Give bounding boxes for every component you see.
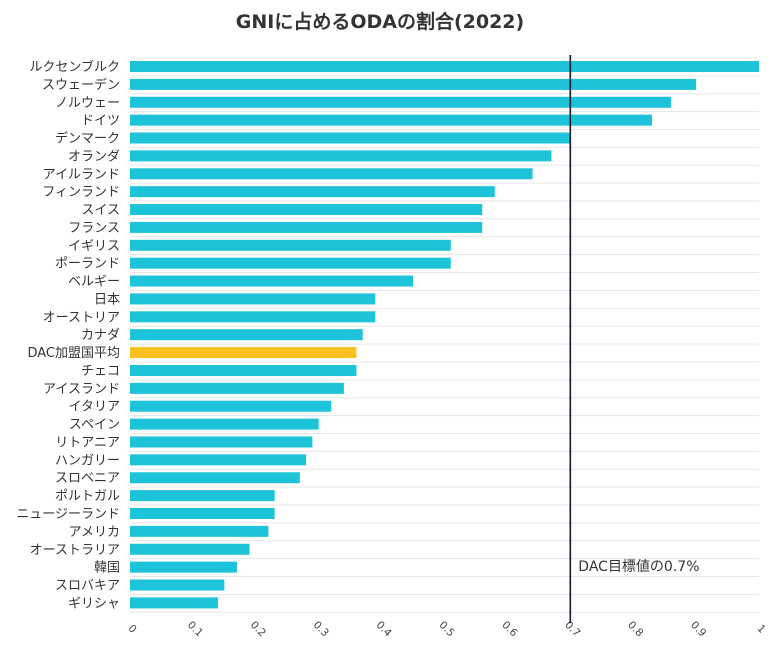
bar-1 <box>130 61 759 72</box>
x-tick-label: 0.7 <box>562 619 582 639</box>
category-label: チェコ <box>81 364 120 379</box>
bar-15 <box>130 311 376 323</box>
bar-20 <box>130 400 332 412</box>
bar-12 <box>130 257 451 269</box>
bar-25 <box>130 490 275 502</box>
bar-13 <box>130 275 414 287</box>
bar-14 <box>130 293 376 305</box>
bar-31 <box>130 597 219 609</box>
category-label: DAC加盟国平均 <box>27 346 120 361</box>
x-tick-label: 0.3 <box>311 619 331 639</box>
bar-18 <box>130 364 357 376</box>
category-label: 日本 <box>94 292 120 307</box>
x-tick-label: 0.6 <box>499 619 520 640</box>
x-tick-label: 0.4 <box>374 619 395 640</box>
bar-9 <box>130 204 483 216</box>
bar-16 <box>130 329 363 341</box>
bar-5 <box>130 132 571 144</box>
x-tick-label: 0.8 <box>625 619 645 639</box>
category-label: イタリア <box>69 400 120 415</box>
category-label: フィンランド <box>42 185 120 200</box>
bar-6 <box>130 150 552 162</box>
bar-29 <box>130 561 237 573</box>
category-label: アイルランド <box>43 167 120 182</box>
x-tick-label: 0.2 <box>248 619 268 639</box>
x-tick-label: 0.9 <box>688 619 708 639</box>
bar-21 <box>130 418 319 430</box>
category-label: オランダ <box>68 149 120 164</box>
category-label: ポルトガル <box>55 489 120 504</box>
category-labels: ルクセンブルクスウェーデンノルウェードイツデンマークオランダアイルランドフィンラ… <box>16 59 120 611</box>
reference-line-label: DAC目標値の0.7% <box>578 559 699 575</box>
category-label: アメリカ <box>69 525 120 540</box>
bar-19 <box>130 382 344 394</box>
category-label: イギリス <box>68 239 120 254</box>
gridlines <box>130 57 759 613</box>
bar-17 <box>130 347 357 359</box>
category-label: ルクセンブルク <box>29 59 120 75</box>
bar-26 <box>130 508 275 519</box>
category-label: ハンガリー <box>55 453 120 468</box>
category-label: スペイン <box>69 418 120 433</box>
bars <box>130 61 759 609</box>
bar-2 <box>130 78 697 90</box>
category-label: フランス <box>68 221 120 236</box>
category-label: オーストリア <box>43 310 120 325</box>
category-label: アイスランド <box>43 382 120 397</box>
category-label: ニュージーランド <box>16 507 120 522</box>
category-label: リトアニア <box>55 435 120 450</box>
bar-27 <box>130 525 269 537</box>
x-tick-label: 1 <box>755 623 768 636</box>
reference-line-group: DAC目標値の0.7% <box>569 55 700 624</box>
bar-3 <box>130 96 671 108</box>
bar-30 <box>130 579 225 591</box>
bar-11 <box>130 239 451 251</box>
category-label: ギリシャ <box>68 596 120 611</box>
category-label: 韓国 <box>94 561 120 576</box>
category-label: ドイツ <box>81 114 120 129</box>
bar-7 <box>130 168 533 180</box>
category-label: カナダ <box>81 328 120 343</box>
bar-23 <box>130 454 307 466</box>
bar-8 <box>130 186 495 198</box>
bar-4 <box>130 114 653 126</box>
x-tick-label: 0 <box>126 623 139 636</box>
category-label: ベルギー <box>68 275 120 290</box>
category-label: オーストラリア <box>30 543 120 558</box>
x-axis-ticks: 0 0.1 0.2 0.3 0.4 0.5 0.6 0.7 0.8 0.9 1 <box>126 619 768 640</box>
category-label: ポーランド <box>55 257 120 272</box>
category-label: スロバキア <box>55 579 120 594</box>
bar-22 <box>130 436 313 448</box>
category-label: スイス <box>81 203 120 218</box>
bar-10 <box>130 221 483 233</box>
category-label: ノルウェー <box>55 96 120 111</box>
bar-24 <box>130 472 300 484</box>
category-label: スウェーデン <box>42 77 120 93</box>
category-label: デンマーク <box>55 131 120 147</box>
chart-title: GNIに占めるODAの割合(2022) <box>236 10 524 33</box>
bar-28 <box>130 543 250 555</box>
category-label: スロベニア <box>55 471 120 486</box>
x-tick-label: 0.5 <box>436 619 456 639</box>
x-tick-label: 0.1 <box>185 619 205 639</box>
